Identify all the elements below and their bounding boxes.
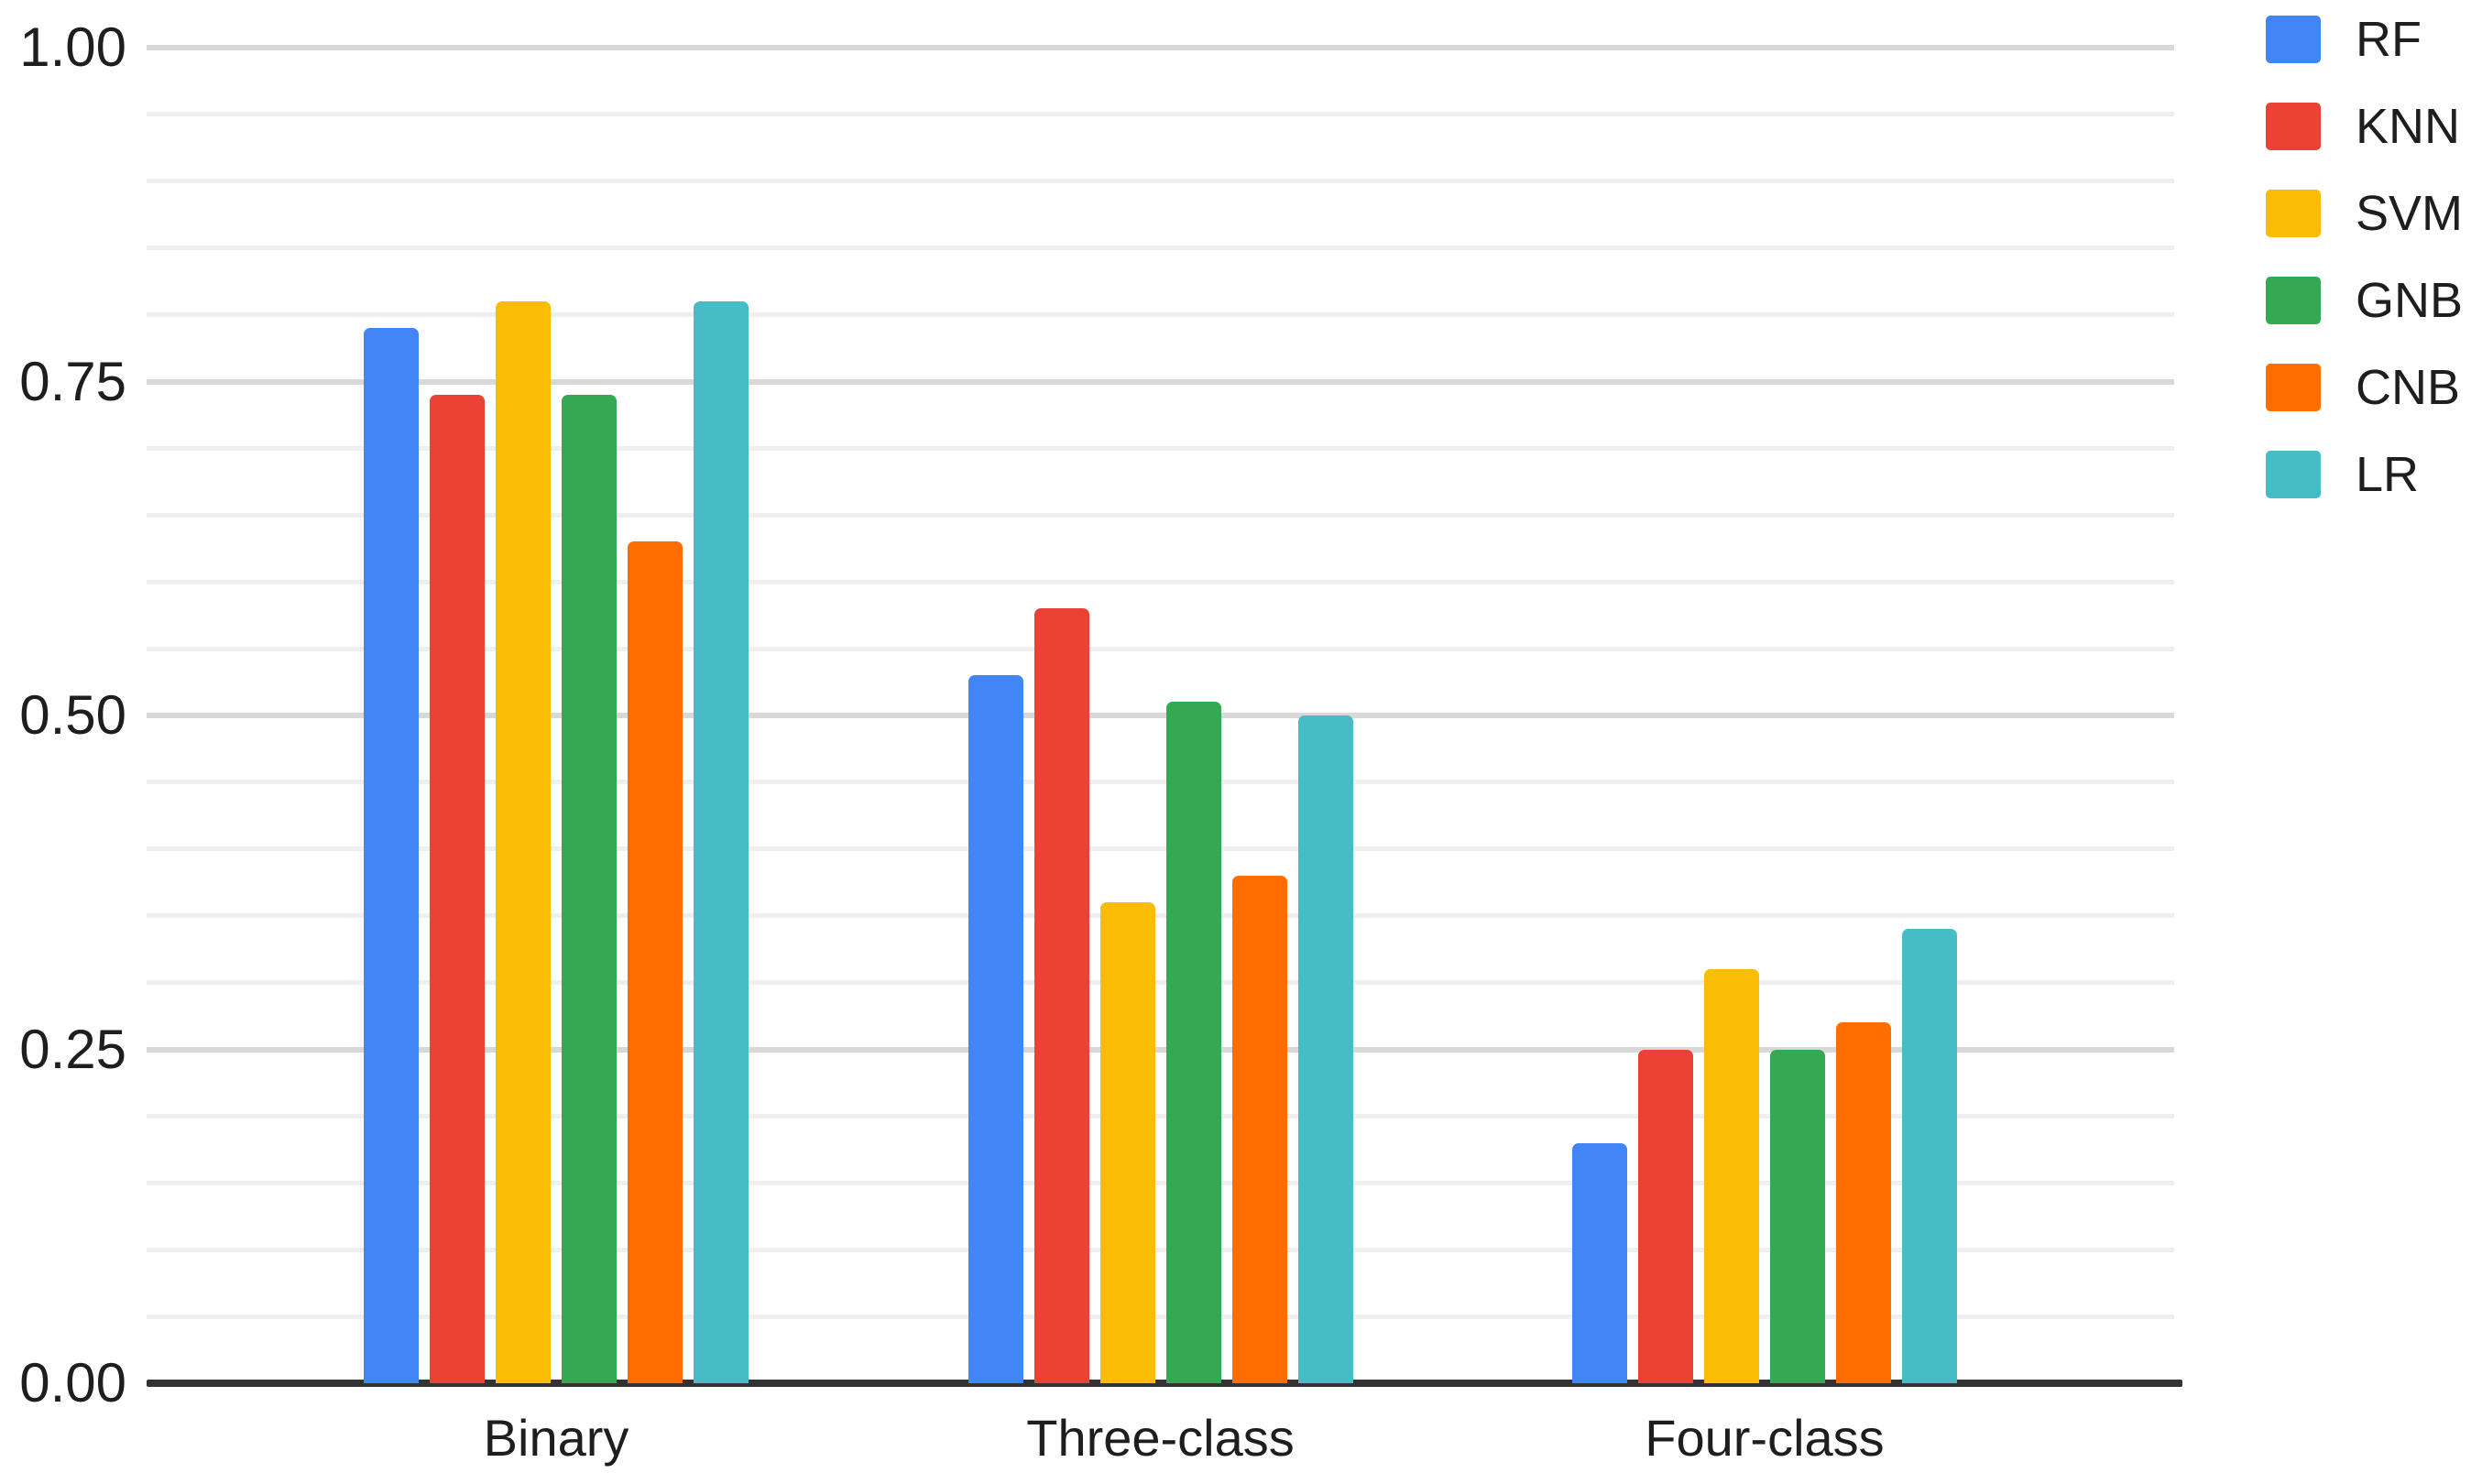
y-axis-tick-label: 0.75 (19, 350, 126, 412)
gridline-minor (147, 980, 2174, 986)
plot-area (147, 45, 2182, 1387)
gridline-minor (147, 846, 2174, 852)
gridline-minor (147, 179, 2174, 184)
gridline-minor (147, 312, 2174, 318)
legend-label-knn: KNN (2356, 99, 2461, 154)
gridline-minor (147, 913, 2174, 919)
bar-four-class-rf (1571, 1142, 1627, 1383)
x-axis-line (147, 1380, 2182, 1387)
gridline-minor (147, 112, 2174, 117)
legend-label-rf: RF (2356, 12, 2422, 67)
legend-item-lr: LR (2266, 450, 2463, 499)
bar-three-class-gnb (1165, 702, 1221, 1383)
x-axis-category-label-four-class: Four-class (1645, 1409, 1885, 1467)
legend-item-gnb: GNB (2266, 276, 2463, 325)
gridline-minor (147, 1180, 2174, 1185)
bar-group-three-class (968, 608, 1353, 1383)
legend-color-swatch-svm (2266, 190, 2321, 237)
gridline-major (147, 1046, 2174, 1053)
legend-item-svm: SVM (2266, 189, 2463, 238)
legend-label-lr: LR (2356, 447, 2420, 502)
bar-four-class-knn (1637, 1049, 1693, 1383)
legend-item-knn: KNN (2266, 102, 2463, 151)
y-axis-tick-label: 0.50 (19, 684, 126, 746)
gridline-minor (147, 1247, 2174, 1252)
bar-four-class-lr (1901, 929, 1957, 1383)
bar-three-class-cnb (1231, 875, 1287, 1383)
bar-three-class-svm (1099, 902, 1155, 1383)
x-axis-category-label-binary: Binary (483, 1409, 629, 1467)
legend-label-cnb: CNB (2356, 360, 2461, 415)
bar-three-class-lr (1297, 715, 1353, 1383)
y-axis-tick-label: 1.00 (19, 16, 126, 78)
bar-four-class-gnb (1769, 1049, 1825, 1383)
bar-three-class-rf (968, 675, 1023, 1383)
gridline-major (147, 713, 2174, 718)
gridline-minor (147, 780, 2174, 785)
legend-color-swatch-cnb (2266, 364, 2321, 411)
bar-binary-svm (496, 301, 552, 1383)
bar-binary-knn (430, 395, 486, 1383)
bar-binary-lr (694, 301, 749, 1383)
legend-item-cnb: CNB (2266, 363, 2463, 412)
gridline-minor (147, 246, 2174, 251)
legend-item-rf: RF (2266, 15, 2463, 64)
x-axis-category-label-three-class: Three-class (1026, 1409, 1295, 1467)
bar-binary-cnb (628, 541, 683, 1383)
bar-group-four-class (1571, 929, 1957, 1383)
legend-label-svm: SVM (2356, 186, 2464, 241)
gridline-major (147, 45, 2174, 50)
gridline-minor (147, 1113, 2174, 1118)
gridline-minor (147, 512, 2174, 518)
bar-group-binary (364, 301, 749, 1383)
legend-color-swatch-knn (2266, 103, 2321, 150)
gridline-minor (147, 445, 2174, 451)
bar-binary-gnb (562, 395, 618, 1383)
legend: RF KNN SVM GNB CNB LR (2266, 15, 2463, 499)
bar-four-class-svm (1703, 969, 1759, 1383)
gridline-minor (147, 579, 2174, 584)
legend-color-swatch-rf (2266, 16, 2321, 63)
legend-color-swatch-lr (2266, 451, 2321, 498)
bar-four-class-cnb (1835, 1022, 1891, 1383)
bar-binary-rf (364, 328, 420, 1383)
gridline-major (147, 378, 2174, 385)
legend-color-swatch-gnb (2266, 277, 2321, 324)
legend-label-gnb: GNB (2356, 273, 2464, 328)
gridline-minor (147, 646, 2174, 651)
y-axis-tick-label: 0.00 (19, 1352, 126, 1413)
bar-three-class-knn (1033, 608, 1089, 1383)
gridline-minor (147, 1314, 2174, 1319)
y-axis-tick-label: 0.25 (19, 1018, 126, 1080)
